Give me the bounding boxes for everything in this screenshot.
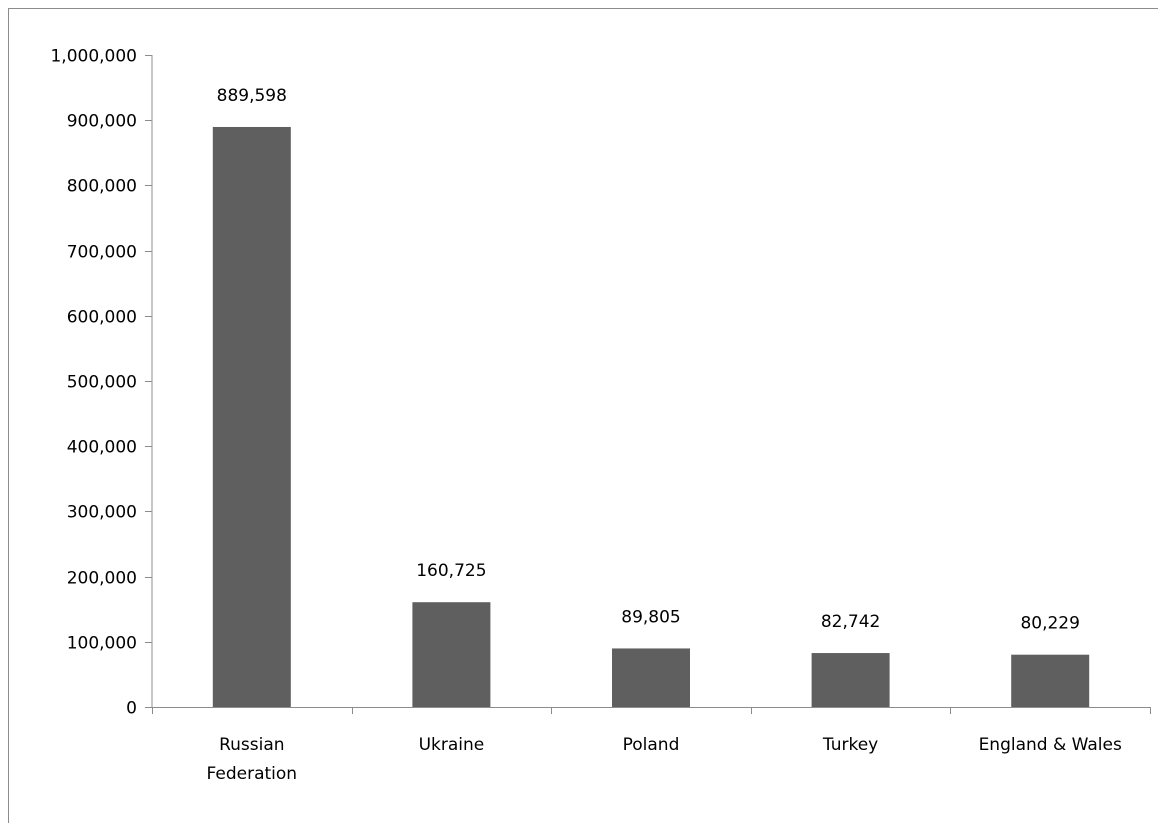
bar xyxy=(612,648,690,707)
y-tick-label: 600,000 xyxy=(67,308,137,328)
y-tick-label: 200,000 xyxy=(67,569,137,589)
y-axis: 0 100,000 200,000 300,000 400,000 500,000 600,… xyxy=(50,47,153,719)
category-label: Russian xyxy=(219,735,284,755)
data-label: 80,229 xyxy=(1020,614,1079,634)
category-label: England & Wales xyxy=(979,735,1122,755)
data-label: 889,598 xyxy=(217,86,287,106)
y-tick-label: 500,000 xyxy=(67,373,137,393)
y-tick-label: 700,000 xyxy=(67,243,137,263)
y-tick-label: 100,000 xyxy=(67,634,137,654)
y-tick-label: 400,000 xyxy=(67,438,137,458)
data-labels: 889,598 160,725 89,805 82,742 80,229 xyxy=(217,86,1080,634)
bar xyxy=(212,126,291,707)
bars xyxy=(212,126,1090,707)
y-tick-label: 1,000,000 xyxy=(50,47,137,67)
y-tick-label: 800,000 xyxy=(67,177,137,197)
category-label: Poland xyxy=(623,735,680,755)
chart-frame xyxy=(8,8,1158,823)
category-label: Federation xyxy=(207,764,298,784)
y-tick-label: 900,000 xyxy=(67,112,137,132)
category-label: Turkey xyxy=(822,735,878,755)
bar xyxy=(412,602,491,707)
x-axis: Russian Federation Ukraine Poland Turkey Engl… xyxy=(145,707,1151,784)
y-tick-label: 300,000 xyxy=(67,503,137,523)
y-tick-label: 0 xyxy=(126,699,137,719)
bar xyxy=(1011,654,1090,707)
category-label: Ukraine xyxy=(419,735,485,755)
data-label: 160,725 xyxy=(416,561,486,581)
data-label: 82,742 xyxy=(821,612,880,632)
data-label: 89,805 xyxy=(621,607,680,627)
bar xyxy=(811,653,890,707)
